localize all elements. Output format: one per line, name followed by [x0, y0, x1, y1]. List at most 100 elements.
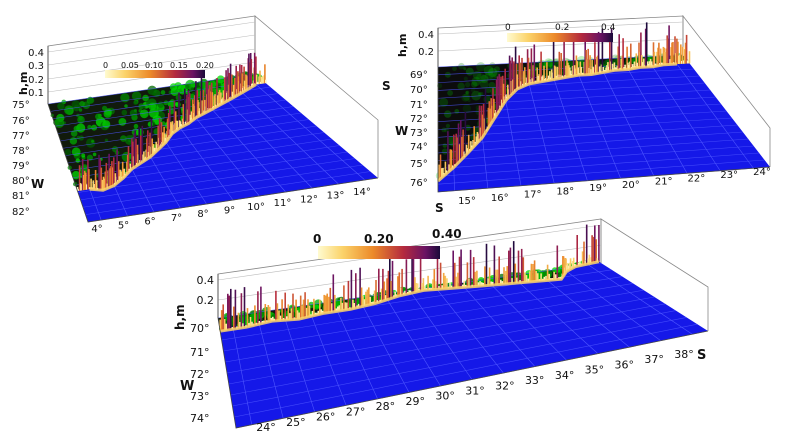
sea-gridline: [652, 66, 721, 171]
sea-gridline: [113, 185, 128, 217]
lat-tick-label: 73°: [190, 390, 210, 403]
sea-gridline: [55, 93, 279, 127]
land-texture: [477, 92, 482, 97]
lon-tick-label: 25°: [286, 416, 306, 429]
lon-tick-label: 33°: [525, 374, 545, 387]
sea-gridline: [82, 164, 363, 208]
land-texture: [479, 79, 489, 89]
lat-axis: 69° 70° 71° 72° 73° 74° 75° 76°: [410, 70, 428, 189]
surface-layer: [435, 14, 771, 193]
land-texture: [447, 90, 453, 96]
lat-tick-label: 74°: [190, 412, 210, 425]
z-tick-label: 0.4: [197, 274, 215, 287]
sea-gridline: [436, 289, 504, 374]
lon-tick-label: 8°: [197, 209, 208, 220]
sea-gridline: [337, 311, 378, 400]
z-gridline: [47, 21, 256, 53]
z-tick-label: 0.2: [28, 75, 44, 86]
lon-tick-label: 28°: [376, 400, 396, 413]
land-texture: [444, 110, 452, 118]
land-texture: [465, 67, 474, 76]
colorbar-gradient: [318, 246, 440, 259]
sea-gridline: [85, 171, 371, 215]
land-texture: [463, 76, 468, 81]
land-texture: [76, 113, 80, 118]
lon-tick-label: 37°: [644, 353, 664, 366]
land-texture: [463, 67, 467, 71]
lon-tick-label: 18°: [556, 186, 574, 197]
lon-tick-label: 26°: [316, 411, 336, 424]
lon-tick-label: 31°: [465, 385, 485, 398]
lon-tick-label: 17°: [524, 190, 542, 201]
lon-tick-label: 6°: [144, 217, 155, 228]
land-texture: [447, 136, 458, 146]
sea-gridline: [464, 287, 536, 367]
lat-tick-label: 79°: [12, 161, 30, 172]
lat-tick-label: 81°: [12, 191, 30, 202]
lon-axis: 15° 16° 17° 18° 19° 20° 21° 22° 23° 24°: [458, 167, 771, 207]
land-texture: [471, 81, 478, 88]
colorbar-tick: 0.10: [145, 61, 163, 70]
z-axis: 0.4 0.2: [197, 274, 219, 318]
lon-tick-label: 5°: [118, 220, 129, 231]
lat-tick-label: 72°: [410, 114, 428, 125]
west-label: W: [180, 379, 194, 394]
sea-area: [220, 261, 708, 428]
colorbar-tick: 0.40: [432, 227, 462, 241]
land-texture: [484, 70, 494, 80]
land-texture: [439, 97, 449, 107]
lat-tick-label: 76°: [12, 116, 30, 127]
land-texture: [457, 82, 465, 90]
z-axis: 0.4 0.3 0.2 0.1: [28, 46, 49, 104]
lat-tick-label: 72°: [190, 368, 210, 381]
surface-layer: [47, 15, 379, 223]
land-texture: [121, 109, 128, 116]
land-texture: [465, 90, 470, 95]
lon-tick-label: 11°: [274, 198, 292, 209]
lon-tick-label: 35°: [585, 364, 605, 377]
box-side-wall: [254, 15, 379, 178]
lat-tick-label: 70°: [190, 322, 210, 335]
lon-tick-label: 24°: [753, 167, 771, 178]
land-texture: [467, 99, 471, 103]
sea-gridline: [437, 124, 738, 146]
land-texture: [191, 87, 195, 91]
sea-gridline: [47, 73, 256, 105]
land-texture: [465, 91, 469, 95]
land-texture: [142, 105, 146, 109]
z-axis-label: h,m: [173, 304, 187, 330]
sea-gridline: [232, 317, 687, 407]
land-texture: [552, 58, 561, 66]
lon-tick-label: 22°: [688, 173, 706, 184]
sea-gridline: [437, 131, 743, 154]
land-texture: [91, 139, 95, 143]
land-texture: [442, 143, 447, 148]
land-texture: [160, 90, 166, 95]
land-texture: [441, 127, 447, 133]
land-texture: [139, 109, 149, 119]
land-texture: [124, 104, 128, 108]
colorbar-tick: 0.4: [601, 23, 616, 33]
sea-gridline: [547, 280, 630, 348]
south-label: S: [697, 348, 706, 363]
land-texture: [488, 81, 496, 89]
west-label: W: [31, 177, 44, 191]
lon-tick-label: 21°: [655, 177, 673, 188]
land-texture: [485, 87, 492, 94]
lon-tick-label: 4°: [91, 224, 102, 235]
sea-gridline: [77, 151, 348, 193]
sea-gridline: [491, 284, 567, 361]
land-texture: [103, 109, 112, 118]
land-texture: [64, 148, 72, 156]
panel-3: h,m W S 0 0.20 0.40 0.4 0.2 70° 71° 72° 73° 74…: [173, 218, 709, 434]
box-front-edge: [47, 103, 379, 223]
land-texture: [86, 138, 96, 148]
lat-tick-label: 76°: [410, 178, 428, 189]
colorbar-tick: 0.2: [555, 23, 569, 33]
land-texture: [216, 75, 225, 84]
z-axis: 0.4 0.2: [418, 28, 439, 67]
lat-tick-label: 71°: [190, 346, 210, 359]
land-texture: [152, 92, 156, 96]
south-label: S: [382, 79, 391, 93]
sea-gridline: [241, 92, 339, 185]
